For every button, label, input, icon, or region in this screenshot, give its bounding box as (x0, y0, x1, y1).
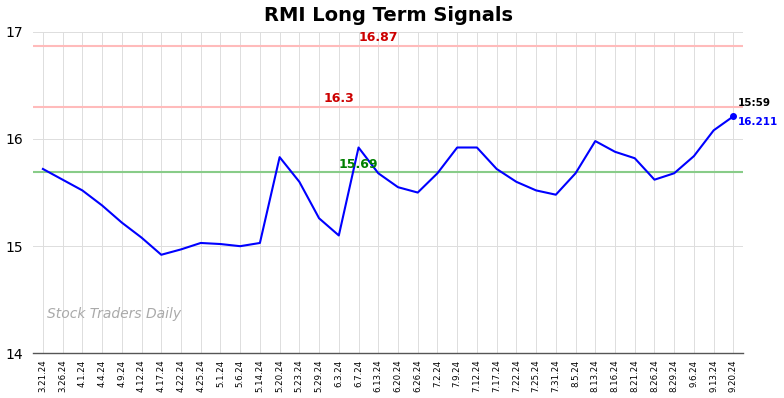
Text: 16.3: 16.3 (324, 92, 354, 105)
Text: 16.211: 16.211 (737, 117, 778, 127)
Text: 15.69: 15.69 (339, 158, 379, 171)
Text: 16.87: 16.87 (358, 31, 398, 44)
Title: RMI Long Term Signals: RMI Long Term Signals (263, 6, 513, 25)
Text: 15:59: 15:59 (737, 98, 771, 107)
Text: Stock Traders Daily: Stock Traders Daily (47, 307, 181, 321)
